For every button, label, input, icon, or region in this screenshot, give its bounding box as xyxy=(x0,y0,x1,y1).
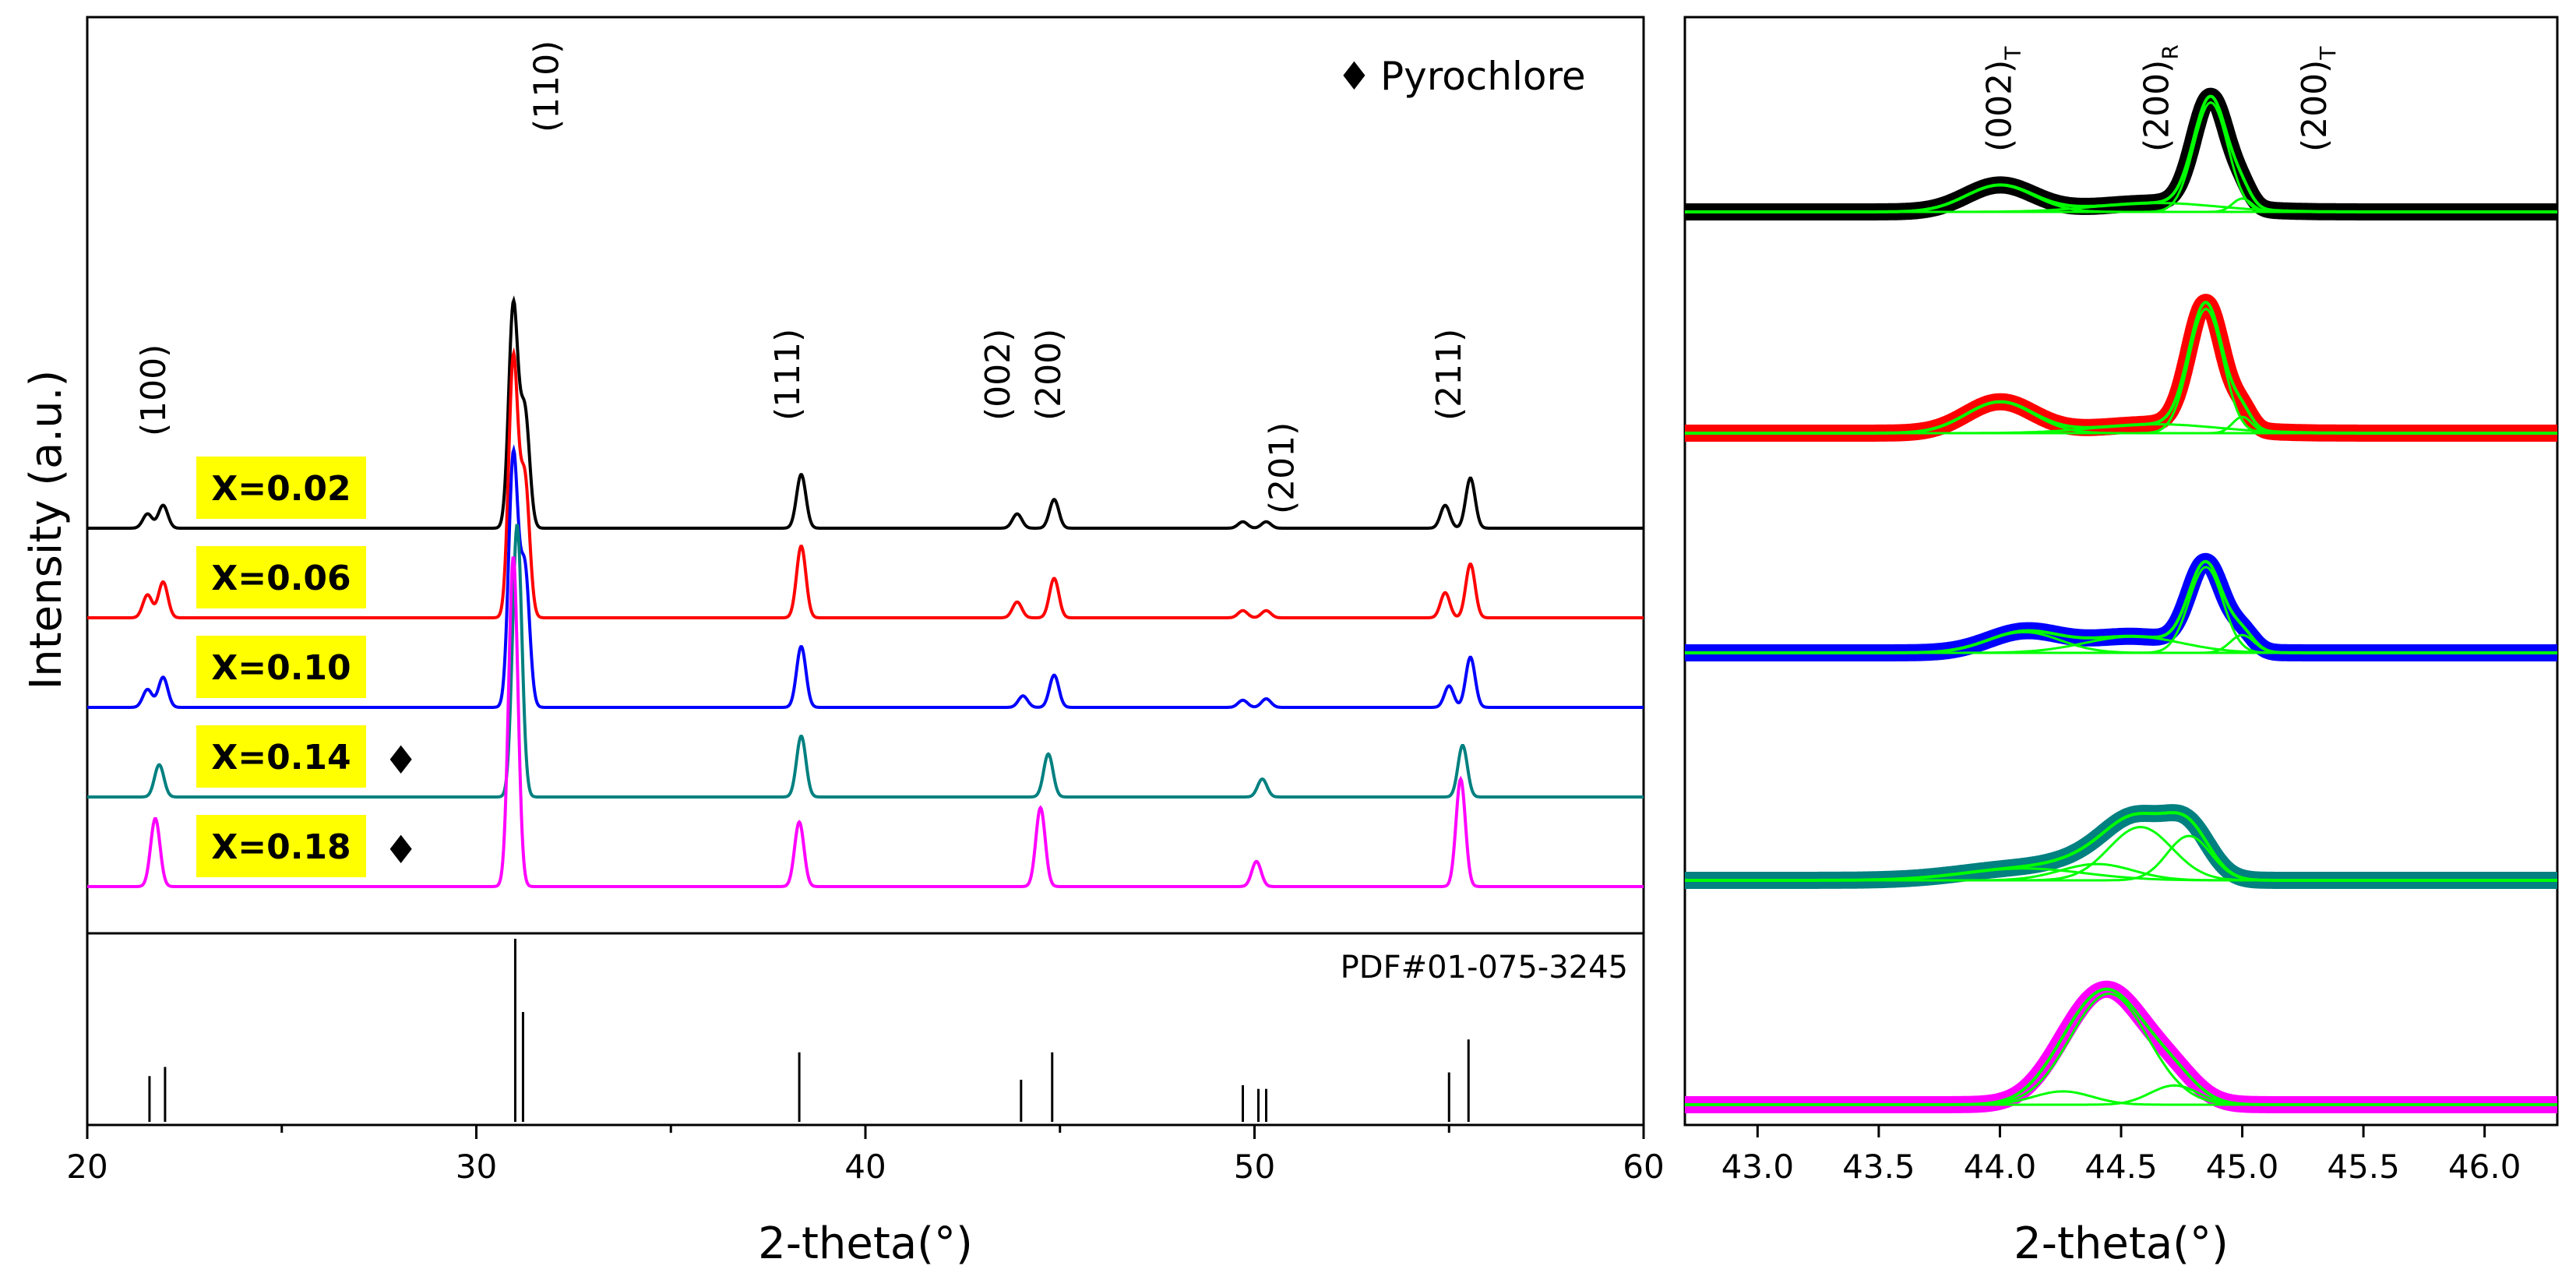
sample-label-x-0-06: X=0.06 xyxy=(211,559,351,598)
zoom-peak-label-200-r: (200)R xyxy=(2137,44,2183,152)
zoom-peak-label-002-t: (002)T xyxy=(1979,46,2025,152)
peak-label-200-45: (200) xyxy=(1029,329,1069,421)
sample-label-x-0-02: X=0.02 xyxy=(211,469,351,509)
right-x-tick-label-45-0: 45.0 xyxy=(2206,1148,2279,1186)
zoom-fit-component-x-0-14-4 xyxy=(1685,834,2557,882)
zoom-data-x-0-02 xyxy=(1677,87,2565,220)
left-xrd-panel: 20 30 40 50 60 (100) (110) (111) (002) (200) (201… xyxy=(21,16,1665,1269)
reference-pattern-label: PDF#01-075-3245 xyxy=(1341,950,1628,986)
peak-label-211-55-3: (211) xyxy=(1429,329,1469,421)
xrd-trace-x-0-02 xyxy=(87,295,1644,530)
y-axis-title: Intensity (a.u.) xyxy=(21,370,72,690)
peak-label-110-32-1: (110) xyxy=(527,41,566,132)
sample-label-x-0-10: X=0.10 xyxy=(211,648,351,688)
sample-label-bg-x-0-02 xyxy=(196,457,366,519)
peak-label-100-22: (100) xyxy=(134,344,174,436)
right-x-tick-label-43-0: 43.0 xyxy=(1721,1148,1795,1186)
zoom-fit-component-x-0-06-3 xyxy=(1685,307,2557,435)
right-x-axis-title: 2-theta(°) xyxy=(2014,1218,2229,1269)
zoom-data-x-0-14 xyxy=(1677,804,2565,889)
zoom-peak-label-200-t: (200)T xyxy=(2295,46,2341,152)
zoom-fit-component-x-0-18-2 xyxy=(1685,992,2557,1106)
sample-label-x-0-18: X=0.18 xyxy=(211,827,351,867)
right-x-tick-label-46-0: 46.0 xyxy=(2448,1148,2521,1186)
zoom-data-x-0-06 xyxy=(1677,294,2565,442)
zoom-fit-component-x-0-10-4 xyxy=(1685,633,2557,654)
zoom-fit-component-x-0-06-4 xyxy=(1685,415,2557,435)
pyrochlore-legend-label: Pyrochlore xyxy=(1380,54,1586,99)
xrd-trace-x-0-18 xyxy=(87,556,1644,888)
pyrochlore-marker-x-0-14: ♦ xyxy=(383,738,418,783)
sample-label-bg-x-0-10 xyxy=(196,636,366,698)
pyrochlore-marker-x-0-18: ♦ xyxy=(383,827,418,873)
right-x-tick-label-43-5: 43.5 xyxy=(1842,1148,1915,1186)
xrd-trace-x-0-06 xyxy=(87,347,1644,619)
pyrochlore-legend-symbol: ♦ xyxy=(1337,54,1372,99)
sample-label-x-0-14: X=0.14 xyxy=(211,738,351,778)
left-x-tick-label-20: 20 xyxy=(66,1148,107,1186)
sample-label-bg-x-0-18 xyxy=(196,815,366,877)
zoom-data-x-0-18 xyxy=(1677,980,2565,1113)
zoom-plot-frame xyxy=(1683,16,2559,1127)
sample-label-bg-x-0-06 xyxy=(196,546,366,608)
left-x-tick-label-50: 50 xyxy=(1234,1148,1275,1186)
right-x-tick-label-45-5: 45.5 xyxy=(2327,1148,2400,1186)
left-x-tick-label-60: 60 xyxy=(1623,1148,1664,1186)
right-zoom-panel: 43.0 43.5 44.0 44.5 45.0 45.5 46.0 (002)T (200)… xyxy=(1677,16,2565,1269)
right-x-tick-label-44-5: 44.5 xyxy=(2084,1148,2158,1186)
zoom-fit-component-x-0-02-4 xyxy=(1685,197,2557,213)
left-x-tick-label-40: 40 xyxy=(844,1148,886,1186)
peak-label-111-38-3: (111) xyxy=(768,329,808,421)
zoom-fit-component-x-0-18-3 xyxy=(1685,1084,2557,1106)
left-x-tick-label-30: 30 xyxy=(456,1148,497,1186)
zoom-data-x-0-10 xyxy=(1677,552,2565,661)
xrd-trace-x-0-14 xyxy=(87,524,1644,799)
pyrochlore-legend: ♦ Pyrochlore xyxy=(1337,54,1586,99)
left-x-axis-title: 2-theta(°) xyxy=(758,1218,973,1269)
right-x-tick-label-44-0: 44.0 xyxy=(1964,1148,2037,1186)
sample-label-bg-x-0-14 xyxy=(196,725,366,788)
zoom-fit-envelope-x-0-02 xyxy=(1685,94,2557,213)
xrd-trace-x-0-10 xyxy=(87,444,1644,709)
zoom-fit-component-x-0-02-3 xyxy=(1685,100,2557,213)
zoom-fit-envelope-x-0-06 xyxy=(1685,301,2557,435)
peak-label-002-43-7: (002) xyxy=(978,329,1018,421)
peak-label-201-51: (201) xyxy=(1262,422,1302,514)
